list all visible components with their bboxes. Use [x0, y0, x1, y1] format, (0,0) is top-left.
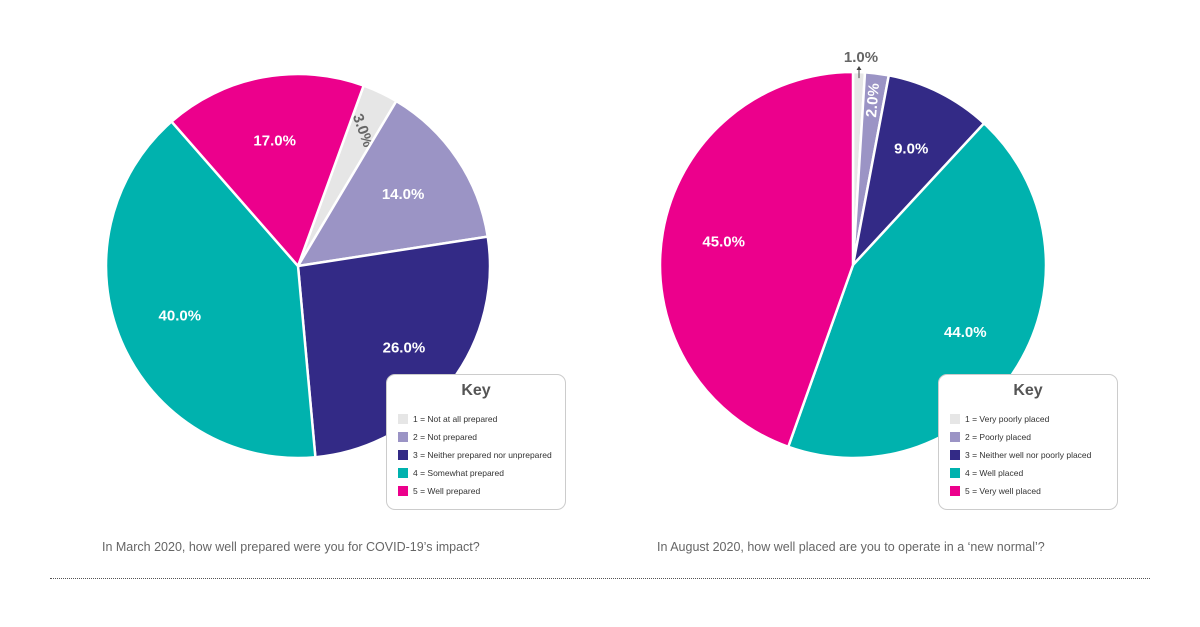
legend-item: 5 = Well prepared — [398, 482, 565, 500]
legend-label: 1 = Not at all prepared — [413, 414, 498, 424]
legend-item: 4 = Well placed — [950, 464, 1117, 482]
legend-swatch — [398, 450, 408, 460]
legend-item: 2 = Poorly placed — [950, 428, 1117, 446]
legend-label: 2 = Poorly placed — [965, 432, 1031, 442]
pie-slice — [296, 99, 489, 268]
pie-slice — [658, 70, 855, 449]
legend-item: 1 = Not at all prepared — [398, 410, 565, 428]
chart-caption-august: In August 2020, how well placed are you … — [657, 540, 1045, 554]
legend-swatch — [950, 432, 960, 442]
legend-label: 4 = Somewhat prepared — [413, 468, 504, 478]
legend-swatch — [950, 486, 960, 496]
pie-slice — [104, 120, 317, 460]
legend-title: Key — [1013, 382, 1043, 399]
legend-swatch — [398, 414, 408, 424]
pie-slice — [170, 72, 365, 268]
legend-swatch — [950, 450, 960, 460]
legend-swatch — [398, 468, 408, 478]
legend-title: Key — [461, 382, 491, 399]
legend-label: 5 = Well prepared — [413, 486, 481, 496]
legend-swatch — [398, 486, 408, 496]
dotted-divider — [50, 578, 1150, 579]
slice-value-label: 44.0% — [944, 324, 987, 341]
pie-chart-march: 3.0%14.0%26.0%40.0%17.0% — [104, 72, 492, 460]
slice-value-label: 26.0% — [383, 340, 426, 357]
slice-value-label: 2.0% — [863, 82, 883, 118]
legend-label: 3 = Neither well nor poorly placed — [965, 450, 1092, 460]
slice-value-label: 1.0% — [844, 49, 878, 66]
legend-item: 3 = Neither prepared nor unprepared — [398, 446, 565, 464]
legend-label: 4 = Well placed — [965, 468, 1024, 478]
legend-item: 1 = Very poorly placed — [950, 410, 1117, 428]
legend-item: 4 = Somewhat prepared — [398, 464, 565, 482]
legend-label: 2 = Not prepared — [413, 432, 478, 442]
legend-label: 5 = Very well placed — [965, 486, 1041, 496]
legend-swatch — [950, 468, 960, 478]
chart-caption-march: In March 2020, how well prepared were yo… — [102, 540, 480, 554]
pie-slice — [851, 74, 986, 267]
leader-arrowhead — [856, 66, 862, 70]
legend-swatch — [398, 432, 408, 442]
legend-label: 1 = Very poorly placed — [965, 414, 1050, 424]
legend-key-march: Key 1 = Not at all prepared 2 = Not prep… — [386, 374, 566, 510]
legend-item: 5 = Very well placed — [950, 482, 1117, 500]
legend-item: 2 = Not prepared — [398, 428, 565, 446]
slice-value-label: 40.0% — [159, 308, 202, 325]
slice-value-label: 17.0% — [253, 132, 296, 149]
legend-label: 3 = Neither prepared nor unprepared — [413, 450, 552, 460]
legend-swatch — [950, 414, 960, 424]
legend-key-august: Key 1 = Very poorly placed 2 = Poorly pl… — [938, 374, 1118, 510]
slice-value-label: 14.0% — [382, 186, 425, 203]
legend-item: 3 = Neither well nor poorly placed — [950, 446, 1117, 464]
slice-value-label: 45.0% — [702, 234, 745, 251]
slice-value-label: 9.0% — [894, 140, 928, 157]
